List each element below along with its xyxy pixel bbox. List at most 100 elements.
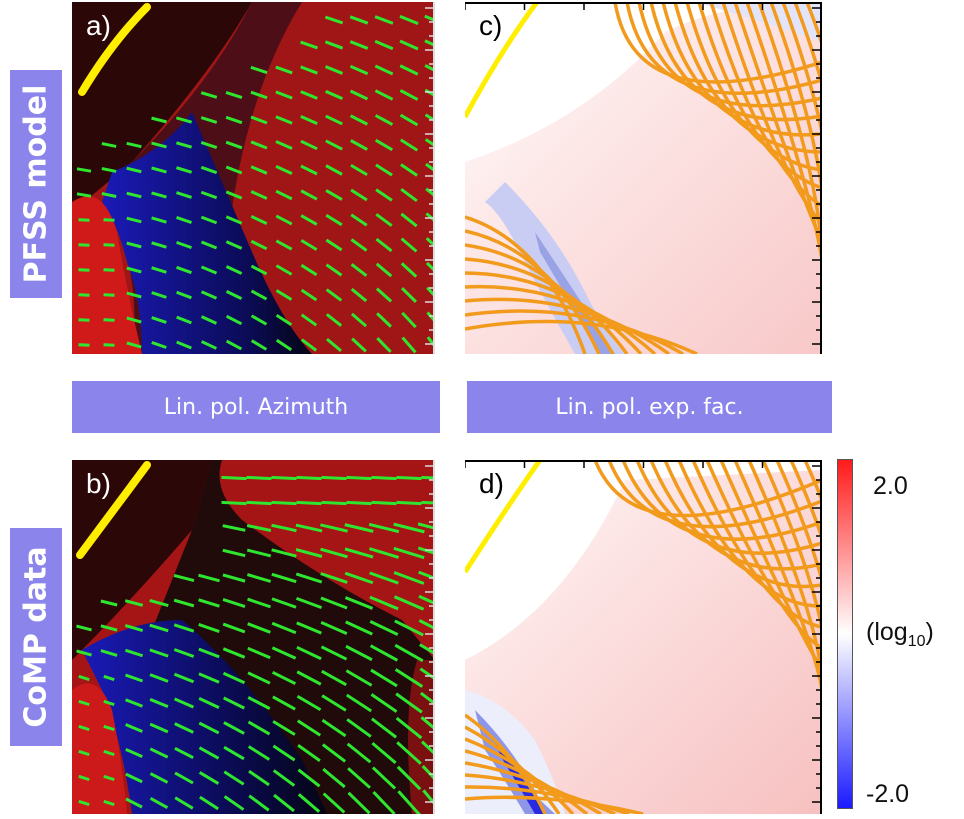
azimuth-vector (149, 772, 169, 784)
azimuth-vector (344, 596, 374, 610)
azimuth-vector (350, 188, 368, 202)
panel-b-comp-azimuth: b) (72, 460, 435, 814)
azimuth-vector (297, 793, 321, 813)
panel-label-a: a) (86, 10, 111, 41)
azimuth-vector (176, 290, 192, 300)
azimuth-vector (324, 40, 344, 50)
azimuth-vector (126, 266, 142, 274)
positive-azimuth-region (72, 683, 127, 814)
azimuth-vector (250, 314, 268, 326)
azimuth-vector (275, 90, 293, 100)
azimuth-vector (376, 312, 392, 328)
azimuth-vector (349, 15, 369, 25)
azimuth-vector (151, 116, 167, 124)
column-label-expansion-factor: Lin. pol. exp. fac. (467, 381, 832, 433)
colorbar-unit-sub: 10 (907, 633, 926, 650)
azimuth-vector (375, 237, 393, 253)
azimuth-vector (399, 89, 419, 101)
azimuth-vector (222, 598, 246, 608)
azimuth-vector (151, 241, 167, 249)
azimuth-vector (103, 724, 115, 732)
azimuth-vector (173, 598, 195, 608)
panel-label-c: c) (479, 10, 503, 41)
azimuth-vector (175, 141, 193, 149)
azimuth-vector (375, 188, 393, 202)
azimuth-vector (400, 262, 418, 278)
azimuth-vector (250, 215, 268, 225)
azimuth-vector (349, 89, 369, 101)
azimuth-vector (296, 645, 322, 661)
colorbar-unit-close: ) (925, 618, 934, 646)
azimuth-vector (149, 747, 169, 759)
azimuth-vector (275, 115, 293, 125)
azimuth-vector (200, 190, 218, 200)
field-line (465, 271, 643, 354)
azimuth-vector (149, 697, 169, 709)
field-line (465, 284, 657, 354)
field-line (607, 460, 822, 529)
azimuth-vector (126, 191, 142, 199)
azimuth-vector (248, 769, 270, 787)
azimuth-vector (345, 620, 373, 636)
azimuth-vector (198, 746, 220, 760)
azimuth-vector (370, 717, 398, 739)
azimuth-vector (296, 475, 322, 481)
limb-line (78, 3, 151, 96)
azimuth-vector (200, 141, 218, 149)
azimuth-vector (125, 747, 143, 759)
azimuth-vector (174, 746, 194, 760)
field-line (465, 795, 644, 814)
azimuth-vector (346, 742, 372, 764)
azimuth-vector (273, 793, 295, 813)
azimuth-vector (225, 165, 243, 175)
azimuth-vector (325, 213, 343, 227)
azimuth-vector (399, 138, 419, 152)
azimuth-vector (350, 312, 368, 328)
panel-c-plot (465, 2, 822, 354)
azimuth-vector (321, 500, 347, 506)
panel-a-pfss-azimuth: a) (72, 2, 435, 354)
azimuth-vector (324, 15, 344, 25)
azimuth-vector (300, 189, 318, 201)
azimuth-vector (400, 212, 418, 228)
field-lines (465, 460, 822, 814)
azimuth-vector (300, 139, 318, 151)
azimuth-vector (250, 165, 268, 175)
azimuth-vector (374, 89, 394, 101)
field-line (745, 2, 822, 261)
azimuth-vector (100, 599, 118, 607)
azimuth-vector (225, 115, 243, 125)
column-label-azimuth: Lin. pol. Azimuth (72, 381, 440, 433)
azimuth-vector (176, 315, 192, 325)
azimuth-vector (101, 167, 117, 173)
azimuth-vector (250, 339, 268, 351)
azimuth-vector (223, 795, 245, 811)
azimuth-vector (371, 500, 397, 506)
azimuth-vector (300, 338, 318, 352)
azimuth-vector (401, 311, 417, 329)
azimuth-vector (126, 241, 142, 249)
azimuth-vector (349, 64, 369, 76)
azimuth-vector (222, 573, 246, 583)
exp-fac-negative-region-top (695, 2, 822, 42)
azimuth-vector (300, 90, 318, 100)
azimuth-vector (374, 39, 394, 51)
azimuth-vector (345, 669, 373, 687)
azimuth-vector (275, 189, 293, 201)
azimuth-vector (394, 643, 424, 663)
panel-label-d: d) (479, 468, 504, 499)
azimuth-vector (126, 316, 142, 324)
azimuth-vector (271, 670, 297, 686)
limb-line (76, 461, 151, 559)
azimuth-vector (375, 213, 393, 227)
azimuth-vector (376, 337, 392, 353)
row-label-pfss-model-text: PFSS model (18, 84, 54, 284)
field-line (789, 460, 822, 774)
azimuth-vector (101, 192, 117, 198)
azimuth-vector (300, 214, 318, 226)
azimuth-vector (225, 91, 243, 99)
azimuth-vector (225, 215, 243, 225)
azimuth-vector (295, 523, 323, 533)
azimuth-vector (300, 239, 318, 251)
azimuth-vector (151, 266, 167, 274)
